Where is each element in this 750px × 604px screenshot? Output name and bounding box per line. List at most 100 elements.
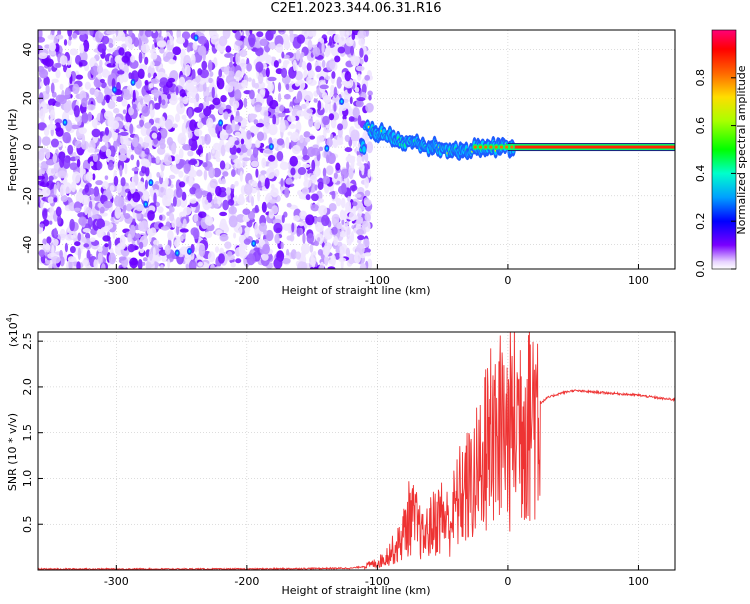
noise-cell <box>46 236 52 244</box>
noise-cell <box>271 205 279 215</box>
noise-hotspot-core <box>144 202 147 206</box>
snr-x-tick-label: 0 <box>504 575 511 588</box>
noise-cell <box>139 247 145 254</box>
noise-cell <box>84 81 91 90</box>
spectrogram-x-ticks: -300 -200 -100 0 100 <box>104 264 649 287</box>
noise-cell <box>281 257 291 265</box>
noise-cell <box>141 165 147 174</box>
noise-cell <box>69 218 75 232</box>
noise-cell <box>304 90 314 102</box>
noise-cell <box>321 59 326 69</box>
noise-cell <box>197 121 204 129</box>
noise-cell <box>253 82 260 89</box>
noise-cell <box>242 208 251 216</box>
noise-cell <box>256 122 264 128</box>
noise-cell <box>104 126 110 136</box>
noise-cell <box>196 169 203 177</box>
signal-cell <box>494 145 498 149</box>
noise-cell <box>181 31 191 40</box>
noise-cell <box>92 153 99 162</box>
noise-cell <box>131 167 140 172</box>
noise-cell <box>354 193 362 198</box>
noise-cell <box>300 243 310 255</box>
noise-cell <box>86 104 96 111</box>
noise-cell <box>168 174 176 180</box>
noise-cell <box>185 79 194 92</box>
noise-cell <box>197 45 207 56</box>
noise-cell <box>42 219 50 227</box>
noise-cell <box>289 30 294 35</box>
noise-cell <box>280 241 284 250</box>
noise-cell <box>277 92 282 103</box>
noise-cell <box>106 30 116 35</box>
noise-cell <box>83 243 90 248</box>
noise-cell <box>317 248 324 256</box>
noise-cell <box>331 94 341 106</box>
noise-cell <box>336 222 342 229</box>
noise-cell <box>79 43 85 54</box>
noise-cell <box>149 186 154 198</box>
noise-cell <box>174 154 180 165</box>
noise-cell <box>225 45 232 53</box>
noise-cell <box>215 157 221 163</box>
noise-cell <box>55 206 62 217</box>
noise-cell <box>330 133 334 140</box>
noise-cell <box>234 131 241 137</box>
noise-cell <box>155 156 160 164</box>
noise-cell <box>116 135 121 147</box>
noise-cell <box>120 31 126 42</box>
snr-y-tick-label: 0.5 <box>21 515 34 533</box>
noise-hotspot-core <box>195 36 198 40</box>
noise-cell <box>188 175 194 184</box>
noise-cell <box>303 179 312 189</box>
noise-cell <box>223 111 229 120</box>
noise-cell <box>178 170 184 178</box>
signal-cell <box>478 145 483 149</box>
noise-cell <box>294 81 300 87</box>
noise-cell <box>341 182 347 193</box>
noise-cell <box>198 112 206 119</box>
noise-cell <box>296 34 306 44</box>
noise-cell <box>185 263 189 269</box>
noise-cell <box>183 163 191 174</box>
noise-cell <box>322 175 330 185</box>
noise-cell <box>300 51 305 58</box>
noise-cell <box>318 146 324 152</box>
snr-x-tick-label: 100 <box>628 575 649 588</box>
noise-cell <box>204 199 209 205</box>
noise-cell <box>339 30 346 38</box>
snr-y-ticks: 0.5 1.0 1.5 2.0 2.5 <box>21 332 43 533</box>
noise-cell <box>141 105 151 117</box>
noise-cell <box>142 257 148 262</box>
carrier-band-core <box>507 145 675 149</box>
noise-cell <box>78 216 88 226</box>
signal-cell <box>510 145 514 149</box>
noise-cell <box>167 258 171 269</box>
noise-cell <box>100 112 104 125</box>
noise-cell <box>241 66 246 76</box>
noise-cell <box>89 30 94 37</box>
noise-cell <box>234 140 240 146</box>
noise-cell <box>227 136 235 148</box>
noise-cell <box>337 241 343 247</box>
noise-cell <box>47 66 52 73</box>
noise-cell <box>283 93 291 100</box>
noise-cell <box>175 86 179 96</box>
noise-cell <box>70 124 80 130</box>
noise-cell <box>268 123 278 136</box>
noise-cell <box>44 251 48 257</box>
noise-cell <box>350 231 355 243</box>
noise-cell <box>304 137 311 143</box>
noise-cell <box>364 176 370 189</box>
noise-cell <box>126 203 132 212</box>
noise-cell <box>330 84 335 94</box>
noise-cell <box>122 206 126 216</box>
noise-cell <box>59 228 66 241</box>
noise-cell <box>176 36 186 45</box>
noise-cell <box>273 222 283 234</box>
noise-cell <box>51 255 61 264</box>
noise-cell <box>328 113 335 121</box>
noise-cell <box>329 58 336 70</box>
noise-cell <box>286 202 292 208</box>
noise-cell <box>276 151 284 162</box>
